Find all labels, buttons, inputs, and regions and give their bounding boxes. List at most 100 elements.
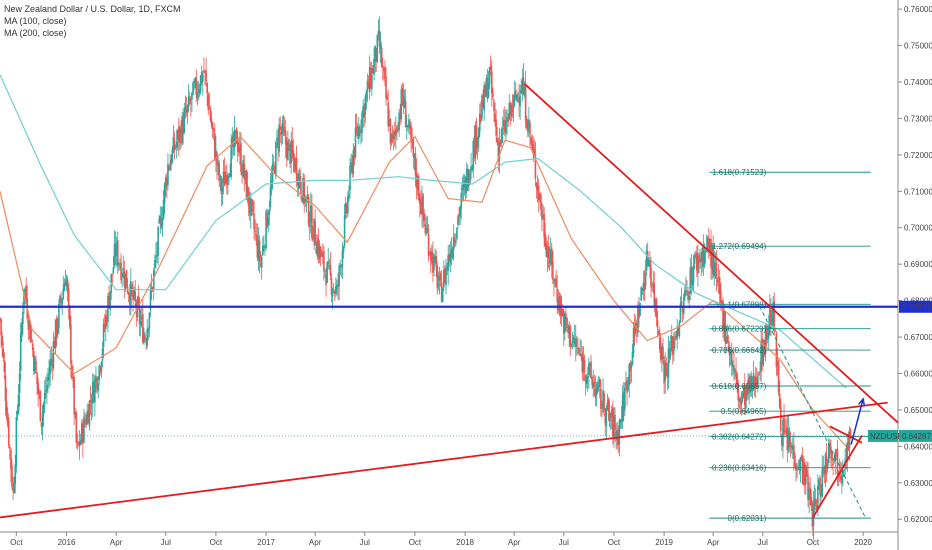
candle-body xyxy=(738,397,741,401)
candle-body xyxy=(771,318,773,328)
candle-body xyxy=(459,207,461,217)
candle-body xyxy=(487,83,490,98)
candle-body xyxy=(232,135,235,147)
candle-body xyxy=(475,126,478,149)
candle-body xyxy=(703,252,706,266)
candle-body xyxy=(239,145,241,151)
candle-body xyxy=(734,369,736,373)
candle-body xyxy=(675,335,677,340)
candle-body xyxy=(724,312,726,342)
candle-body xyxy=(14,464,17,484)
candle-body xyxy=(584,375,587,382)
candle-body xyxy=(288,139,290,142)
candle-body xyxy=(364,96,367,115)
candle-body xyxy=(11,466,13,487)
candle-body xyxy=(154,259,156,268)
candle-body xyxy=(596,384,599,392)
candle-body xyxy=(290,141,292,163)
candle-body xyxy=(5,401,8,418)
x-tick-label: 2016 xyxy=(58,538,76,547)
candle-body xyxy=(102,323,105,348)
candle-body xyxy=(75,412,78,443)
candle-body xyxy=(733,365,735,371)
candle-body xyxy=(170,159,173,165)
candle-body xyxy=(472,141,475,170)
candle-body xyxy=(632,327,635,354)
candle-body xyxy=(194,78,196,84)
candle-body xyxy=(137,296,140,307)
candle-body xyxy=(414,153,417,176)
candle-body xyxy=(614,414,616,430)
candle-body xyxy=(432,253,434,273)
candle-body xyxy=(389,118,392,144)
candle-body xyxy=(727,345,730,350)
candle-body xyxy=(423,213,425,222)
candle-body xyxy=(224,175,227,183)
candle-body xyxy=(147,328,150,332)
candle-body xyxy=(51,359,54,366)
candle-body xyxy=(302,177,304,203)
candle-body xyxy=(48,373,50,381)
candle-body xyxy=(168,166,170,169)
candle-body xyxy=(301,196,303,203)
candle-body xyxy=(511,108,514,112)
candle-body xyxy=(446,267,448,269)
candle-body xyxy=(747,379,749,395)
candle-body xyxy=(798,468,801,471)
candle-body xyxy=(396,127,398,132)
candle-body xyxy=(255,234,258,236)
candle-body xyxy=(653,283,656,307)
candle-body xyxy=(62,288,65,299)
candle-body xyxy=(691,279,694,286)
candle-body xyxy=(628,364,630,385)
trendline-wedge-resistance xyxy=(829,425,863,444)
candle-body xyxy=(47,377,49,382)
candle-body xyxy=(499,140,502,144)
candle-body xyxy=(207,94,210,111)
candle-body xyxy=(332,289,335,290)
y-tick-label: 0.76000 xyxy=(904,5,932,14)
candle-body xyxy=(549,249,552,264)
candle-body xyxy=(18,373,21,394)
candle-body xyxy=(826,464,829,469)
candle-body xyxy=(739,400,742,403)
candle-body xyxy=(362,106,364,117)
candle-body xyxy=(162,200,165,219)
candle-body xyxy=(445,267,447,286)
candle-body xyxy=(502,120,505,128)
candle-body xyxy=(188,98,191,103)
candle-body xyxy=(265,210,267,249)
candle-body xyxy=(512,94,515,109)
candle-body xyxy=(729,349,732,355)
candle-body xyxy=(262,245,264,256)
candle-body xyxy=(270,180,273,189)
candle-body xyxy=(607,399,610,412)
y-tick-label: 0.71000 xyxy=(904,187,932,196)
candle-body xyxy=(535,182,538,188)
candle-body xyxy=(49,360,51,375)
fib-level-label: 0(0.62031) xyxy=(728,514,767,523)
candle-body xyxy=(273,166,276,174)
candle-body xyxy=(705,247,708,249)
candle-body xyxy=(16,410,19,415)
candle-body xyxy=(778,393,781,408)
candle-body xyxy=(555,279,557,288)
candle-body xyxy=(206,83,208,94)
candle-body xyxy=(801,458,804,484)
candle-body xyxy=(257,240,260,260)
candle-body xyxy=(211,122,214,129)
candle-body xyxy=(822,467,825,470)
candle-body xyxy=(473,139,476,157)
candle-body xyxy=(341,250,344,268)
candle-body xyxy=(303,178,306,204)
candle-body xyxy=(244,171,247,178)
candle-body xyxy=(764,325,767,355)
candle-body xyxy=(711,247,713,270)
candle-body xyxy=(387,102,390,127)
candle-body xyxy=(419,198,421,205)
candle-body xyxy=(101,348,104,360)
candle-body xyxy=(371,68,373,89)
candle-body xyxy=(568,325,571,334)
